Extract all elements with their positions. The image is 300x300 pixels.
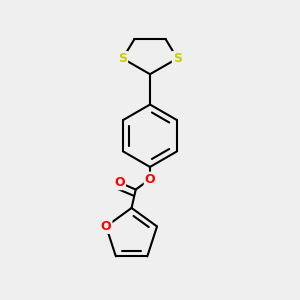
Text: O: O [101, 220, 111, 233]
Text: S: S [173, 52, 182, 65]
Text: O: O [145, 172, 155, 186]
Text: O: O [114, 176, 125, 189]
Text: S: S [118, 52, 127, 65]
